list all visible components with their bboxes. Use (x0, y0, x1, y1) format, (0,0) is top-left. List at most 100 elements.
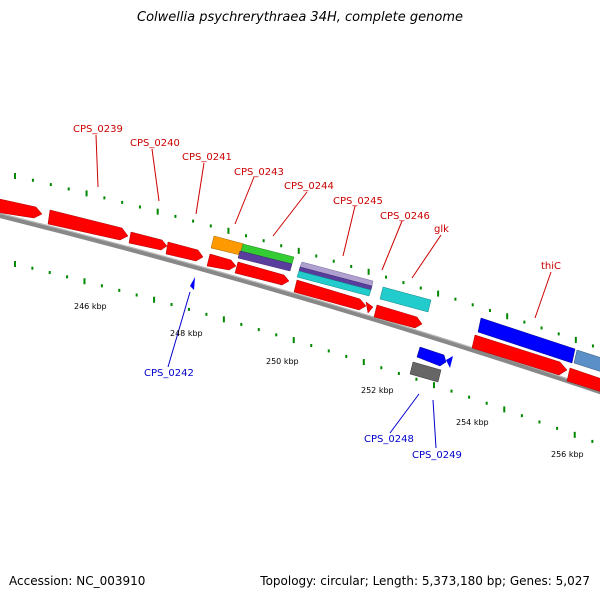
label-CPS_0246[interactable]: CPS_0246 (380, 211, 430, 222)
major-tick (292, 337, 295, 344)
minor-tick (415, 377, 418, 381)
tick-track-outer (14, 173, 594, 348)
minor-tick (31, 266, 34, 270)
minor-tick (174, 214, 177, 218)
label-CPS_0244[interactable]: CPS_0244 (284, 181, 334, 192)
leader-lines (95, 134, 552, 319)
accession-label: Accession: (9, 574, 73, 588)
minor-tick (540, 326, 543, 330)
major-tick (14, 261, 16, 267)
feature-cyan-1[interactable] (296, 270, 372, 297)
minor-tick (350, 264, 353, 268)
major-tick (573, 431, 576, 438)
label-thiC[interactable]: thiC (541, 261, 561, 272)
major-tick (222, 316, 225, 323)
minor-tick (397, 371, 400, 375)
label-CPS_0241[interactable]: CPS_0241 (182, 152, 232, 163)
minor-tick (485, 401, 488, 405)
gene-CPS_0243-red[interactable] (165, 241, 204, 262)
label-CPS_0249[interactable]: CPS_0249 (412, 450, 462, 461)
minor-tick (471, 303, 474, 307)
topology-label: Topology: (260, 574, 317, 588)
minor-tick (345, 354, 348, 358)
gene-CPS_0241[interactable] (128, 231, 168, 251)
gene-labels-forward: CPS_0239 CPS_0240 CPS_0241 CPS_0243 CPS_… (73, 124, 561, 272)
tick-label-254: 254 kbp (456, 418, 489, 427)
major-tick (227, 227, 230, 234)
feature-orange[interactable] (210, 235, 245, 256)
label-CPS_0245[interactable]: CPS_0245 (333, 196, 383, 207)
gene-CPS_0239[interactable] (0, 198, 43, 219)
genes-label: Genes: (509, 574, 552, 588)
gene-CPS_0242[interactable] (190, 277, 195, 290)
major-tick (437, 290, 440, 297)
scale-labels: 246 kbp 248 kbp 250 kbp 252 kbp 254 kbp … (74, 302, 584, 459)
major-tick (156, 208, 159, 215)
gene-right-red[interactable] (566, 367, 600, 393)
minor-tick (275, 333, 278, 337)
minor-tick (121, 200, 124, 204)
major-tick (153, 296, 156, 303)
minor-tick (556, 426, 559, 430)
minor-tick (187, 307, 190, 311)
topology-value: circular (320, 574, 365, 588)
major-tick (362, 359, 365, 366)
gene-labels-reverse: CPS_0242 CPS_0248 CPS_0249 (144, 368, 462, 461)
feature-purple[interactable] (237, 250, 293, 272)
label-CPS_0239[interactable]: CPS_0239 (73, 124, 123, 135)
gene-CPS_0244-red[interactable] (206, 253, 237, 271)
gene-CPS_0248-arrow[interactable] (446, 356, 453, 368)
minor-tick (280, 244, 283, 248)
gene-arrow-small[interactable] (365, 301, 374, 314)
leader-lines-blue (167, 291, 437, 449)
gene-glk-red[interactable] (373, 304, 423, 329)
minor-tick (138, 205, 141, 209)
minor-tick (48, 270, 51, 274)
feature-steel-blue[interactable] (573, 349, 600, 373)
minor-tick (468, 395, 471, 399)
tick-label-250: 250 kbp (266, 357, 299, 366)
genome-stats: Topology: circular; Length: 5,373,180 bp… (260, 574, 590, 588)
feature-blue[interactable] (477, 317, 576, 364)
major-tick (83, 278, 86, 285)
minor-tick (103, 196, 106, 200)
minor-tick (557, 332, 560, 336)
genome-backbone (0, 212, 600, 395)
minor-tick (380, 366, 383, 370)
length-label: Length: (372, 574, 419, 588)
minor-tick (66, 275, 69, 279)
minor-tick (419, 286, 422, 290)
reverse-genes (190, 277, 453, 383)
minor-tick (192, 219, 195, 223)
minor-tick (591, 439, 594, 443)
minor-tick (315, 254, 318, 258)
gene-CPS_0246-red[interactable] (293, 279, 367, 311)
minor-tick (454, 297, 457, 301)
minor-tick (135, 293, 138, 297)
minor-tick (67, 187, 70, 191)
minor-tick (49, 183, 52, 187)
label-glk[interactable]: glk (434, 224, 449, 235)
minor-tick (327, 349, 330, 353)
forward-genes (0, 198, 600, 393)
label-CPS_0243[interactable]: CPS_0243 (234, 167, 284, 178)
major-tick (367, 268, 370, 275)
minor-tick (118, 288, 121, 292)
minor-tick (31, 178, 34, 182)
map-title: Colwellia psychrerythraea 34H, complete … (137, 10, 463, 25)
minor-tick (538, 420, 541, 424)
minor-tick (262, 239, 265, 243)
gene-CPS_0240[interactable] (47, 209, 129, 241)
feature-cyan-2[interactable] (379, 286, 432, 313)
label-CPS_0242[interactable]: CPS_0242 (144, 368, 194, 379)
minor-tick (450, 389, 453, 393)
minor-tick (209, 224, 212, 228)
minor-tick (257, 328, 260, 332)
gene-thiC-red[interactable] (471, 334, 568, 376)
label-CPS_0240[interactable]: CPS_0240 (130, 138, 180, 149)
gene-CPS_0245-red[interactable] (234, 261, 290, 286)
label-CPS_0248[interactable]: CPS_0248 (364, 434, 414, 445)
gene-CPS_0248[interactable] (416, 346, 447, 367)
gene-CPS_0249[interactable] (409, 361, 442, 383)
